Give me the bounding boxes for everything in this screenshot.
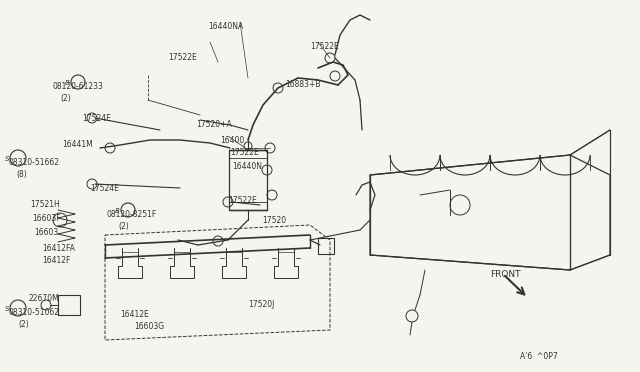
Text: 16603F: 16603F (32, 214, 61, 223)
Text: (8): (8) (16, 170, 27, 179)
Text: 17522E: 17522E (168, 53, 196, 62)
Text: (2): (2) (118, 222, 129, 231)
Text: 17522E: 17522E (228, 196, 257, 205)
Text: 16412E: 16412E (120, 310, 148, 319)
Text: 17520+A: 17520+A (196, 120, 232, 129)
Text: 08120-8251F: 08120-8251F (106, 210, 156, 219)
Bar (318, 238, 334, 254)
Text: S: S (4, 306, 9, 312)
Text: 16400: 16400 (220, 136, 244, 145)
Text: 17522E: 17522E (230, 148, 259, 157)
Text: 17520: 17520 (262, 216, 286, 225)
Bar (229, 150, 267, 210)
Text: 16441M: 16441M (62, 140, 93, 149)
Text: 16440N: 16440N (232, 162, 262, 171)
Text: 17520J: 17520J (248, 300, 275, 309)
Text: 08120-61233: 08120-61233 (52, 82, 103, 91)
Text: (2): (2) (18, 320, 29, 329)
Text: (2): (2) (60, 94, 71, 103)
Text: B: B (115, 208, 120, 214)
Text: S: S (4, 156, 9, 162)
Text: FRONT: FRONT (490, 270, 520, 279)
Text: 16603: 16603 (34, 228, 58, 237)
Text: 16603G: 16603G (134, 322, 164, 331)
Text: 16440NA: 16440NA (208, 22, 243, 31)
Text: 16412FA: 16412FA (42, 244, 75, 253)
Text: 17524E: 17524E (82, 114, 111, 123)
Text: 16883+B: 16883+B (285, 80, 321, 89)
Text: 17522E: 17522E (310, 42, 339, 51)
Text: 16412F: 16412F (42, 256, 70, 265)
Bar (58, 295, 80, 315)
Text: A'6  ^0P7: A'6 ^0P7 (520, 352, 557, 361)
Text: 17524E: 17524E (90, 184, 119, 193)
Text: B: B (65, 80, 70, 86)
Text: 22670M: 22670M (28, 294, 59, 303)
Text: 08310-51062: 08310-51062 (8, 308, 59, 317)
Text: 08310-51662: 08310-51662 (8, 158, 59, 167)
Text: 17521H: 17521H (30, 200, 60, 209)
